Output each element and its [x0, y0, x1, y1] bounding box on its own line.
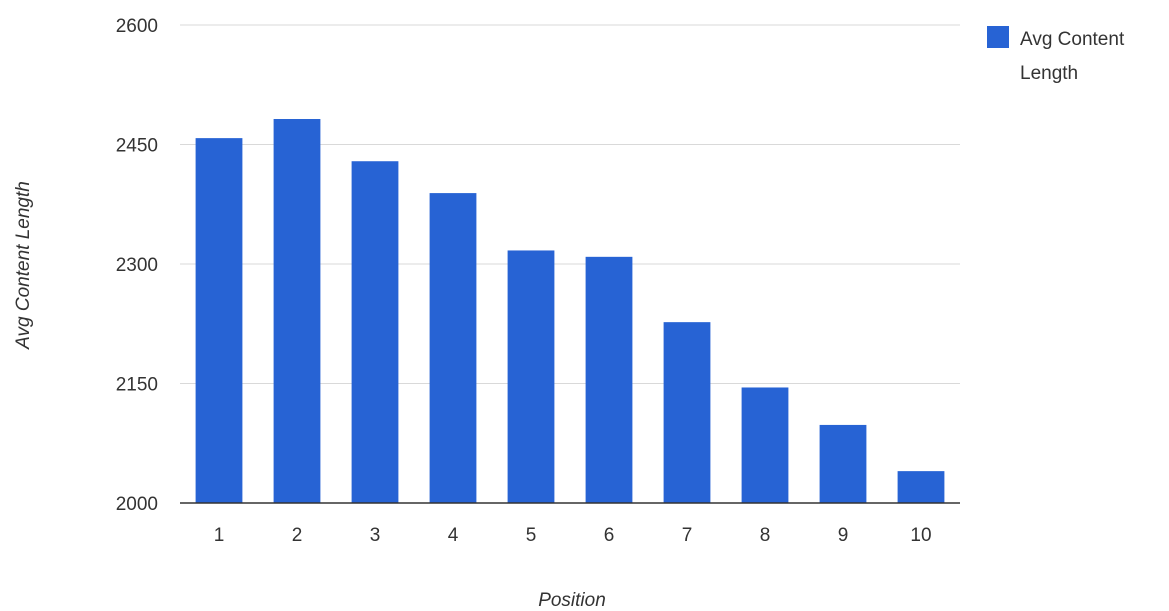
x-tick-label: 9 [838, 525, 849, 546]
legend-label-line-2: Length [1020, 63, 1078, 84]
y-tick-label: 2000 [116, 494, 158, 515]
x-tick-label: 1 [214, 525, 225, 546]
x-tick-label: 4 [448, 525, 459, 546]
x-tick-label: 10 [910, 525, 931, 546]
x-tick-label: 6 [604, 525, 615, 546]
x-tick-label: 3 [370, 525, 381, 546]
x-tick-label: 2 [292, 525, 303, 546]
bar-position-1 [195, 138, 243, 504]
y-tick-label: 2600 [116, 16, 158, 37]
x-tick-label: 5 [526, 525, 537, 546]
bar-position-8 [741, 387, 789, 503]
y-tick-label: 2300 [116, 255, 158, 276]
bar-position-2 [273, 119, 321, 504]
y-tick-label: 2450 [116, 136, 158, 157]
legend-label-line-1: Avg Content [1020, 29, 1125, 50]
bars [195, 119, 945, 504]
y-tick-label: 2150 [116, 375, 158, 396]
x-axis-title: Position [538, 590, 606, 611]
legend: Avg Content Length [987, 26, 1125, 84]
bar-position-4 [429, 193, 477, 503]
bar-position-7 [663, 322, 711, 503]
y-axis-title: Avg Content Length [13, 181, 34, 350]
axes: 2000 2150 2300 2450 2600 1 2 3 4 5 6 7 8 9 10 [116, 16, 960, 546]
x-tick-label: 7 [682, 525, 693, 546]
bar-position-6 [585, 256, 633, 503]
bar-position-3 [351, 161, 399, 504]
bar-position-9 [819, 424, 867, 503]
legend-swatch [987, 26, 1009, 48]
bar-position-5 [507, 250, 555, 503]
bar-position-10 [897, 471, 945, 503]
x-tick-label: 8 [760, 525, 771, 546]
